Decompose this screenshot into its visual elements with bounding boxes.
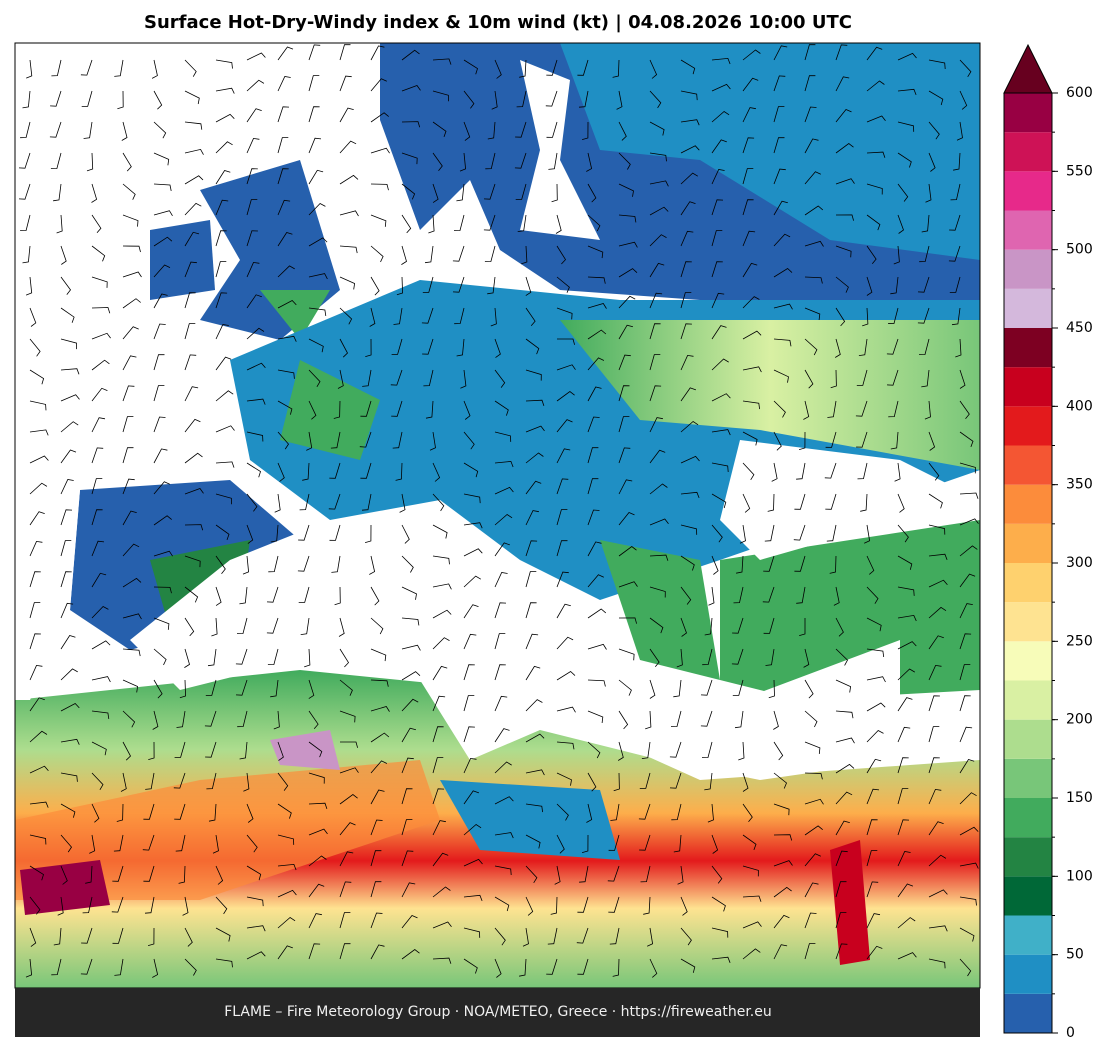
footer-bar	[15, 988, 980, 1037]
colorbar-tick-label: 250	[1066, 633, 1093, 649]
colorbar-tick-label: 0	[1066, 1025, 1075, 1041]
colorbar-tick-label: 150	[1066, 790, 1093, 806]
colorbar-band	[1004, 328, 1052, 368]
colorbar-tick-label: 100	[1066, 868, 1093, 884]
colorbar-band	[1004, 367, 1052, 407]
map	[15, 43, 980, 988]
colorbar-tick-label: 200	[1066, 712, 1093, 728]
colorbar-tick-label: 350	[1066, 477, 1093, 493]
colorbar-band	[1004, 876, 1052, 916]
colorbar-band	[1004, 602, 1052, 642]
colorbar-band	[1004, 680, 1052, 720]
colorbar-band	[1004, 954, 1052, 994]
colorbar-band	[1004, 719, 1052, 759]
colorbar-band	[1004, 93, 1052, 133]
colorbar-band	[1004, 445, 1052, 485]
colorbar-band	[1004, 837, 1052, 877]
colorbar-tick-label: 400	[1066, 398, 1093, 414]
map-title: Surface Hot-Dry-Windy index & 10m wind (…	[144, 12, 852, 33]
colorbar-band	[1004, 288, 1052, 328]
footer-credit: FLAME – Fire Meteorology Group · NOA/MET…	[224, 1004, 772, 1020]
colorbar-band	[1004, 523, 1052, 563]
colorbar-tick-label: 600	[1066, 85, 1093, 101]
colorbar-band	[1004, 484, 1052, 524]
colorbar-tick-label: 50	[1066, 947, 1084, 963]
colorbar-band	[1004, 249, 1052, 289]
colorbar-band	[1004, 758, 1052, 798]
colorbar-band	[1004, 915, 1052, 955]
colorbar-tick-label: 300	[1066, 555, 1093, 571]
colorbar-tick-label: 500	[1066, 242, 1093, 258]
colorbar-band	[1004, 563, 1052, 603]
colorbar-band	[1004, 132, 1052, 172]
colorbar-band	[1004, 171, 1052, 211]
colorbar-band	[1004, 641, 1052, 681]
colorbar-band	[1004, 798, 1052, 838]
colorbar-tick-label: 450	[1066, 320, 1093, 336]
colorbar: 0 50 100 150 200 250 300 350 400 450 500 550 600	[1003, 43, 1093, 1041]
colorbar-band	[1004, 406, 1052, 446]
colorbar-extend	[1003, 43, 1053, 94]
colorbar-band	[1004, 210, 1052, 250]
colorbar-band	[1004, 993, 1052, 1033]
colorbar-tick-label: 550	[1066, 163, 1093, 179]
